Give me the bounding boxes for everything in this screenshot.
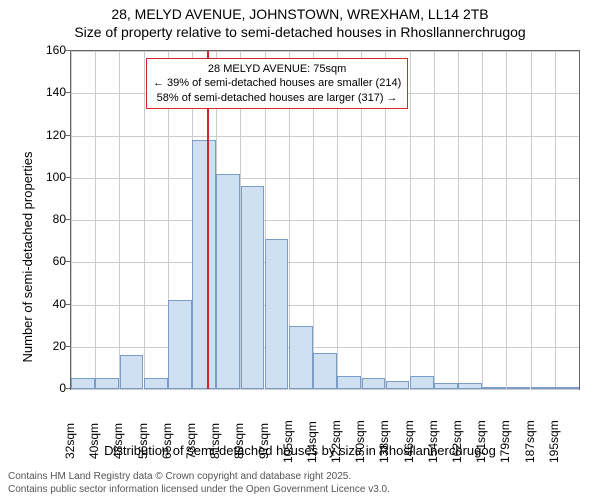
y-tick-mark	[65, 219, 70, 220]
y-tick-mark	[65, 388, 70, 389]
annotation-box: 28 MELYD AVENUE: 75sqm← 39% of semi-deta…	[146, 58, 408, 109]
annotation-line3: 58% of semi-detached houses are larger (…	[153, 91, 401, 105]
footer-line2: Contains public sector information licen…	[8, 483, 390, 496]
y-tick-mark	[65, 50, 70, 51]
histogram-bar	[71, 378, 95, 389]
histogram-bar	[458, 383, 482, 389]
histogram-bar	[265, 239, 289, 389]
y-tick-mark	[65, 261, 70, 262]
gridline-h	[71, 220, 579, 221]
histogram-bar	[362, 378, 386, 389]
annotation-line2: ← 39% of semi-detached houses are smalle…	[153, 76, 401, 90]
y-tick-mark	[65, 177, 70, 178]
gridline-v	[506, 51, 507, 389]
y-tick-label: 80	[36, 212, 66, 226]
gridline-v	[555, 51, 556, 389]
histogram-bar	[192, 140, 216, 389]
chart-title-line2: Size of property relative to semi-detach…	[0, 24, 600, 40]
histogram-bar	[555, 387, 579, 389]
gridline-h	[71, 347, 579, 348]
gridline-v	[95, 51, 96, 389]
gridline-v	[119, 51, 120, 389]
gridline-h	[71, 136, 579, 137]
histogram-bar	[507, 387, 531, 389]
histogram-bar	[216, 174, 240, 389]
plot-area: 28 MELYD AVENUE: 75sqm← 39% of semi-deta…	[70, 50, 580, 390]
chart-container: 28, MELYD AVENUE, JOHNSTOWN, WREXHAM, LL…	[0, 0, 600, 500]
y-tick-label: 120	[36, 128, 66, 142]
histogram-bar	[95, 378, 119, 389]
histogram-bar	[386, 381, 410, 389]
histogram-bar	[144, 378, 168, 389]
histogram-bar	[337, 376, 361, 389]
histogram-bar	[531, 387, 555, 389]
gridline-h	[71, 305, 579, 306]
gridline-h	[71, 178, 579, 179]
gridline-v	[482, 51, 483, 389]
annotation-line1: 28 MELYD AVENUE: 75sqm	[153, 62, 401, 76]
y-tick-mark	[65, 304, 70, 305]
y-tick-label: 100	[36, 170, 66, 184]
x-axis-label: Distribution of semi-detached houses by …	[0, 443, 600, 458]
y-tick-mark	[65, 135, 70, 136]
y-tick-label: 0	[36, 381, 66, 395]
y-axis-label: Number of semi-detached properties	[20, 152, 35, 363]
histogram-bar	[120, 355, 144, 389]
y-tick-label: 160	[36, 43, 66, 57]
footer-line1: Contains HM Land Registry data © Crown c…	[8, 470, 390, 483]
y-tick-mark	[65, 346, 70, 347]
gridline-v	[71, 51, 72, 389]
y-tick-mark	[65, 92, 70, 93]
histogram-bar	[241, 186, 265, 389]
histogram-bar	[313, 353, 337, 389]
y-tick-label: 40	[36, 297, 66, 311]
histogram-bar	[168, 300, 192, 389]
y-tick-label: 60	[36, 254, 66, 268]
gridline-h	[71, 262, 579, 263]
gridline-v	[410, 51, 411, 389]
histogram-bar	[289, 326, 313, 389]
gridline-h	[71, 51, 579, 52]
chart-title-line1: 28, MELYD AVENUE, JOHNSTOWN, WREXHAM, LL…	[0, 6, 600, 22]
y-tick-label: 20	[36, 339, 66, 353]
gridline-v	[434, 51, 435, 389]
histogram-bar	[410, 376, 434, 389]
gridline-v	[531, 51, 532, 389]
histogram-bar	[482, 387, 506, 389]
gridline-h	[71, 389, 579, 390]
histogram-bar	[434, 383, 458, 389]
gridline-v	[458, 51, 459, 389]
y-tick-label: 140	[36, 85, 66, 99]
gridline-v	[144, 51, 145, 389]
footer-attribution: Contains HM Land Registry data © Crown c…	[8, 470, 390, 496]
